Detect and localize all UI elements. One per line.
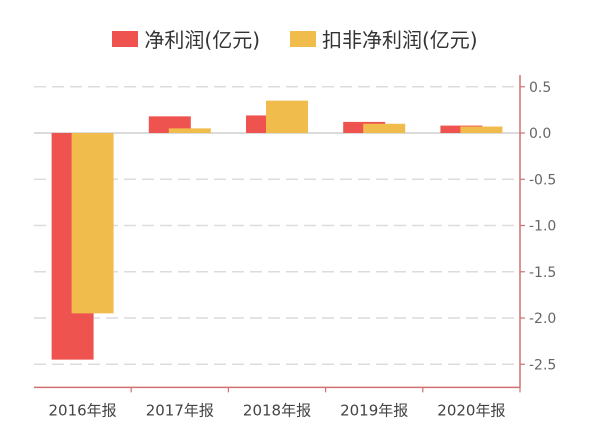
chart-legend: 净利润(亿元) 扣非净利润(亿元) [0,24,590,53]
legend-item-deducted-net-profit[interactable]: 扣非净利润(亿元) [290,24,478,53]
legend-item-net-profit[interactable]: 净利润(亿元) [112,24,260,53]
legend-swatch-net-profit [112,30,139,47]
y-tick-label: -1.5 [529,265,556,281]
x-tick-label: 2016年报 [49,401,117,419]
legend-label-deducted-net-profit: 扣非净利润(亿元) [322,28,478,52]
bar-deducted-net-profit [460,126,503,133]
y-tick-label: -0.5 [529,172,556,188]
legend-label-net-profit: 净利润(亿元) [144,28,260,52]
x-tick-label: 2017年报 [146,401,214,419]
bar-deducted-net-profit [363,123,406,133]
y-tick-label: -1.0 [529,219,556,235]
legend-swatch-deducted-net-profit [290,30,316,47]
x-tick-label: 2018年报 [243,401,311,419]
y-tick-label: 0.5 [529,80,551,96]
bar-deducted-net-profit [71,133,114,314]
x-tick-label: 2020年报 [437,401,505,419]
bar-deducted-net-profit [266,100,308,133]
bar-deducted-net-profit [168,128,211,133]
x-tick-label: 2019年报 [340,401,408,419]
y-tick-label: -2.5 [529,357,556,373]
y-tick-label: -2.0 [529,311,556,327]
y-tick-label: 0.0 [529,126,551,142]
